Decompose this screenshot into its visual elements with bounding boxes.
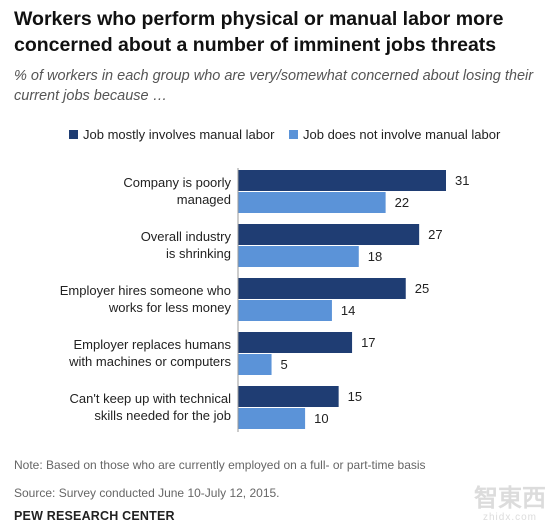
value-label-non-manual: 18 [368,249,382,264]
value-label-non-manual: 5 [281,357,288,372]
watermark-main: 智東西 [474,485,546,512]
value-label-manual: 15 [348,389,362,404]
chart-title: Workers who perform physical or manual l… [14,8,504,56]
bar-chart: Company is poorly managed 31 22 Overall indu… [60,168,469,432]
value-label-manual: 31 [455,173,469,188]
value-label-non-manual: 10 [314,411,328,426]
bar-manual [238,278,406,299]
category-label: Can't keep up with technical skills neede… [70,391,232,423]
legend: Job mostly involves manual labor Job doe… [0,127,554,143]
bar-manual [238,386,339,407]
chart-subtitle: % of workers in each group who are very/… [14,68,534,104]
bar-manual [238,170,446,191]
bar-non-manual [238,246,359,267]
legend-item-manual: Job mostly involves manual labor [69,127,274,142]
value-label-non-manual: 14 [341,303,355,318]
value-label-manual: 27 [428,227,442,242]
legend-item-non-manual: Job does not involve manual labor [289,127,500,142]
watermark: 智東西 zhidx.com [474,486,546,524]
category-label: Employer hires someone who works for less… [60,283,232,315]
category-label: Overall industry is shrinking [141,229,232,261]
chart-note: Note: Based on those who are currently e… [14,458,426,472]
organization-logo-text: PEW RESEARCH CENTER [14,509,175,523]
category-label: Company is poorly managed [123,175,231,207]
bar-non-manual [238,300,332,321]
bar-manual [238,332,353,353]
watermark-sub: zhidx.com [482,512,537,523]
value-label-manual: 17 [361,335,375,350]
value-label-non-manual: 22 [395,195,409,210]
bar-non-manual [238,354,272,375]
bar-non-manual [238,408,306,429]
chart-source: Source: Survey conducted June 10-July 12… [14,486,280,500]
bar-non-manual [238,192,386,213]
legend-swatch-non-manual [289,130,298,139]
value-label-manual: 25 [415,281,429,296]
category-label: Employer replaces humans with machines or… [68,337,231,369]
legend-label-non-manual: Job does not involve manual labor [303,127,501,142]
legend-swatch-manual [69,130,78,139]
legend-label-manual: Job mostly involves manual labor [83,127,275,142]
bar-manual [238,224,420,245]
